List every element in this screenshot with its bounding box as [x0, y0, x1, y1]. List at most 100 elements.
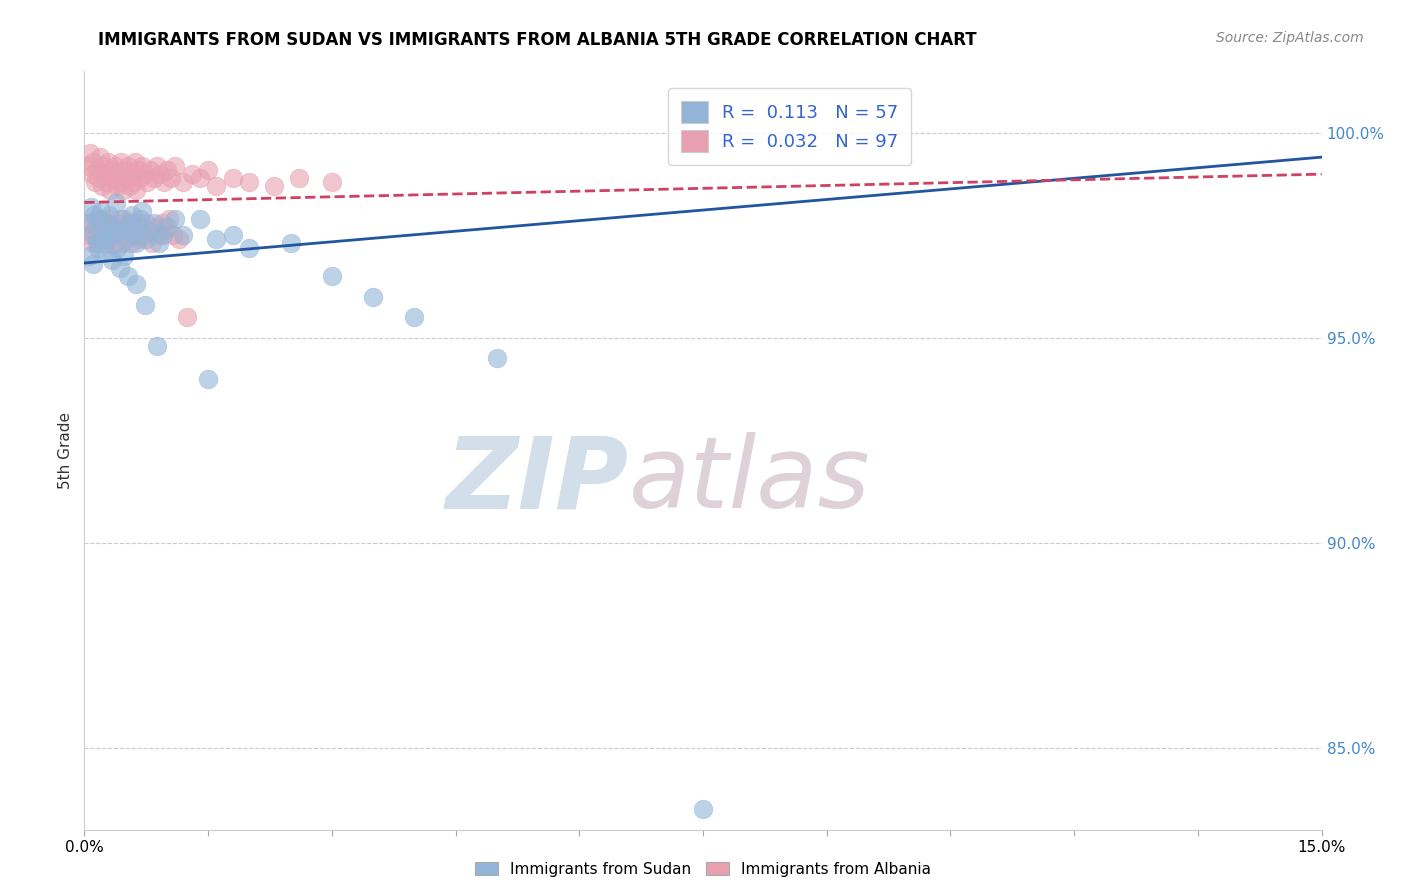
Point [79, 228, 101, 243]
Point [115, 170, 138, 185]
Point [134, 298, 156, 312]
Point [152, 175, 174, 189]
Point [87, 170, 110, 185]
Point [94, 244, 117, 259]
Point [152, 228, 174, 243]
Point [114, 228, 136, 243]
Point [136, 175, 159, 189]
Point [110, 211, 132, 226]
Point [134, 167, 156, 181]
Point [153, 224, 176, 238]
Point [86, 232, 108, 246]
Point [108, 261, 131, 276]
Point [100, 216, 122, 230]
Point [222, 170, 245, 185]
Point [100, 162, 122, 177]
Point [108, 224, 131, 238]
Point [86, 241, 108, 255]
Point [93, 224, 115, 238]
Point [692, 802, 714, 816]
Point [129, 220, 152, 235]
Point [103, 220, 125, 235]
Point [118, 179, 141, 194]
Point [94, 236, 117, 251]
Point [361, 290, 384, 304]
Point [124, 154, 146, 169]
Point [80, 200, 103, 214]
Point [142, 170, 165, 185]
Point [100, 228, 122, 243]
Point [139, 162, 162, 177]
Point [111, 236, 134, 251]
Point [96, 211, 118, 226]
Point [110, 224, 132, 238]
Point [127, 220, 149, 235]
Point [122, 175, 145, 189]
Point [89, 220, 111, 235]
Point [103, 236, 125, 251]
Point [114, 162, 136, 177]
Point [103, 170, 125, 185]
Point [131, 159, 153, 173]
Text: atlas: atlas [628, 433, 870, 529]
Point [148, 228, 170, 243]
Point [146, 159, 169, 173]
Point [83, 224, 105, 238]
Point [125, 183, 148, 197]
Point [79, 146, 101, 161]
Point [121, 208, 143, 222]
Point [288, 170, 311, 185]
Point [80, 216, 103, 230]
Point [146, 339, 169, 353]
Point [108, 175, 131, 189]
Point [114, 232, 136, 246]
Point [238, 241, 260, 255]
Point [118, 216, 141, 230]
Point [131, 203, 153, 218]
Point [117, 159, 139, 173]
Point [117, 224, 139, 238]
Point [122, 228, 145, 243]
Point [129, 211, 152, 226]
Point [222, 228, 245, 243]
Point [167, 232, 190, 246]
Point [135, 232, 157, 246]
Point [172, 175, 194, 189]
Point [124, 236, 146, 251]
Point [86, 162, 108, 177]
Point [83, 208, 105, 222]
Point [86, 236, 108, 251]
Point [90, 179, 112, 194]
Point [117, 269, 139, 284]
Point [94, 232, 117, 246]
Point [77, 159, 100, 173]
Point [84, 175, 107, 189]
Point [117, 216, 139, 230]
Point [118, 224, 141, 238]
Point [77, 216, 100, 230]
Point [120, 236, 142, 251]
Point [138, 224, 160, 238]
Point [112, 249, 135, 263]
Point [90, 228, 112, 243]
Point [139, 224, 162, 238]
Point [90, 203, 112, 218]
Y-axis label: 5th Grade: 5th Grade [58, 412, 73, 489]
Point [280, 236, 302, 251]
Point [98, 208, 121, 222]
Point [165, 211, 187, 226]
Point [98, 228, 121, 243]
Point [124, 216, 146, 230]
Point [82, 154, 104, 169]
Point [180, 167, 202, 181]
Point [148, 236, 170, 251]
Point [105, 179, 128, 194]
Point [105, 241, 128, 255]
Point [84, 211, 107, 226]
Point [238, 175, 260, 189]
Point [100, 252, 122, 267]
Point [89, 150, 111, 164]
Point [172, 228, 194, 243]
Point [404, 310, 426, 325]
Point [96, 175, 118, 189]
